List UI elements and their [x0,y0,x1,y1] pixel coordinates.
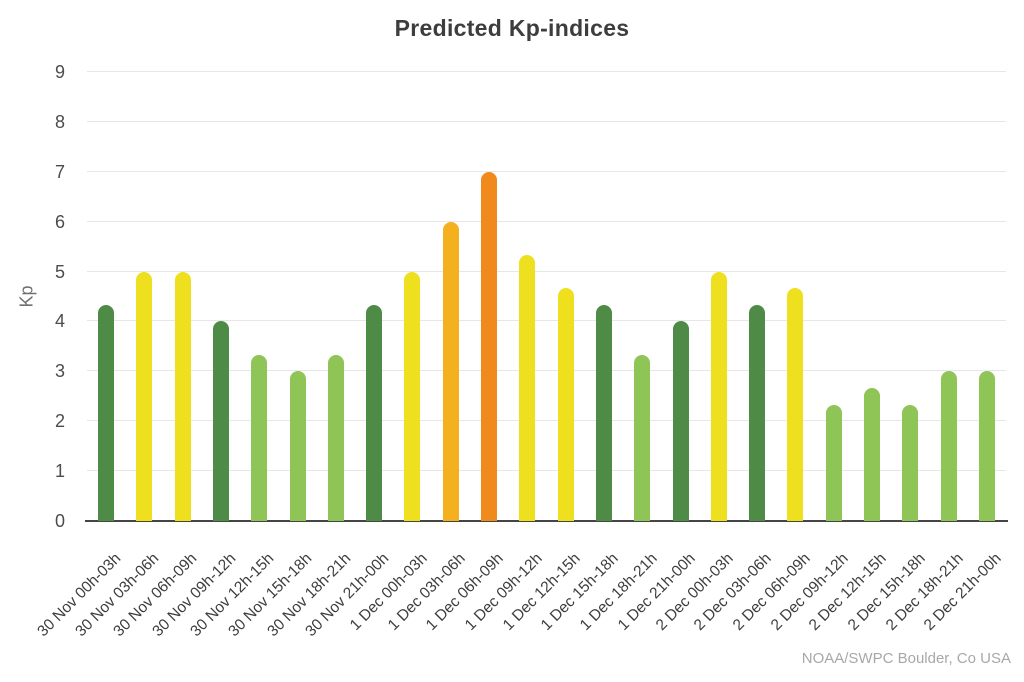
x-axis-line [85,520,1008,522]
y-tick-label-2: 2 [54,411,65,432]
bar-2-dec-12h-15h [863,387,880,521]
bar-30-nov-12h-15h [251,354,268,521]
y-tick-label-0: 0 [54,511,65,531]
y-tick-label-8: 8 [54,111,65,132]
bar-2-dec-21h-00h [978,371,995,521]
gridline-7 [87,170,1006,172]
bar-1-dec-09h-12h [519,255,536,521]
gridline-3 [87,370,1006,372]
bar-30-nov-06h-09h [174,271,191,521]
bar-1-dec-00h-03h [404,271,421,521]
bar-2-dec-06h-09h [787,288,804,521]
bar-2-dec-03h-06h [749,304,766,521]
gridline-1 [87,470,1006,472]
bar-1-dec-03h-06h [442,221,459,521]
bar-2-dec-15h-18h [902,404,919,521]
bar-30-nov-21h-00h [366,304,383,521]
y-tick-label-1: 1 [54,461,65,482]
bar-2-dec-09h-12h [825,404,842,521]
gridline-5 [87,270,1006,272]
y-tick-label-9: 9 [54,62,65,82]
gridline-9 [87,71,1006,72]
bar-1-dec-12h-15h [557,288,574,521]
plot-area [85,71,1008,522]
bar-1-dec-18h-21h [634,354,651,521]
chart-title: Predicted Kp-indices [394,15,630,41]
gridline-4 [87,320,1006,322]
gridline-8 [87,120,1006,122]
y-tick-label-4: 4 [54,311,65,332]
gridline-2 [87,420,1006,422]
bar-30-nov-15h-18h [289,371,306,521]
bar-2-dec-18h-21h [940,371,957,521]
bar-30-nov-03h-06h [136,271,153,521]
bar-30-nov-18h-21h [327,354,344,521]
y-tick-label-5: 5 [54,261,65,282]
gridline-6 [87,220,1006,222]
bar-1-dec-15h-18h [595,304,612,521]
y-tick-label-3: 3 [54,361,65,382]
bar-30-nov-09h-12h [213,321,230,521]
bar-30-nov-00h-03h [98,304,115,521]
bar-1-dec-21h-00h [672,321,689,521]
y-tick-label-7: 7 [54,161,65,182]
y-tick-label-6: 6 [54,211,65,232]
bar-2-dec-00h-03h [710,271,727,521]
bar-1-dec-06h-09h [481,171,498,521]
watermark-credit: NOAA/SWPC Boulder, Co USA [801,650,1011,667]
